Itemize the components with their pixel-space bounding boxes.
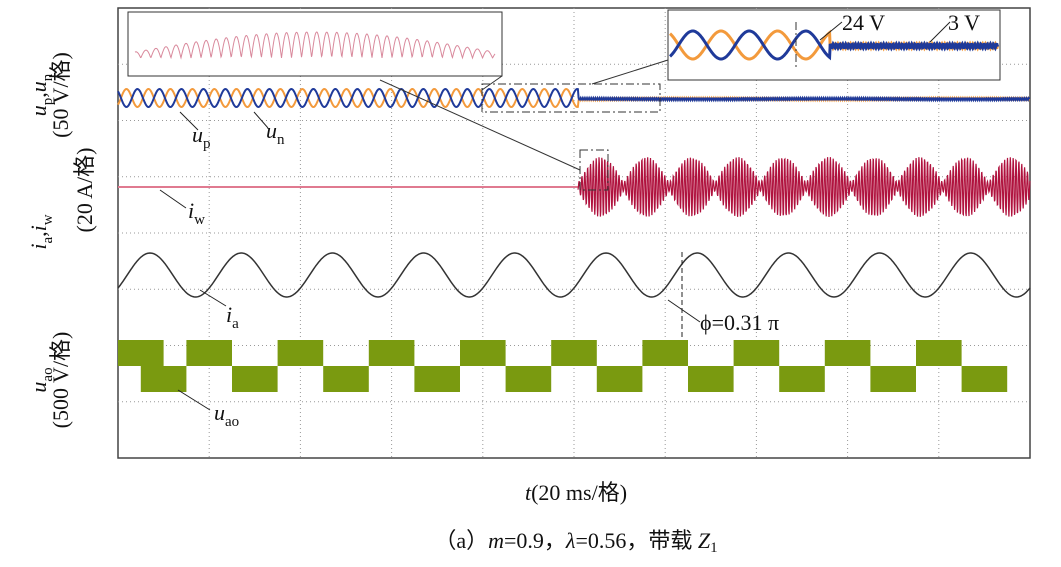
waveforms <box>117 9 1031 392</box>
uao-segment <box>505 366 552 392</box>
annotation-leaders <box>667 21 951 323</box>
panel-1-scale: (50 V/格) <box>48 52 73 138</box>
uao-segment <box>232 366 278 392</box>
uao-segment <box>551 340 597 366</box>
uao-segment <box>961 366 1008 392</box>
uao-segment <box>186 340 232 366</box>
annotation: ϕ=0.31 π <box>700 310 779 335</box>
panel-2-symbols: ia,iw <box>26 214 56 249</box>
uao-segment <box>277 340 324 366</box>
inset-left <box>127 11 503 77</box>
uao-segment <box>596 366 643 392</box>
uao-segment <box>733 340 780 366</box>
uao-segment <box>870 366 916 392</box>
signal-label: ia <box>226 302 239 332</box>
uao-segment <box>118 340 164 366</box>
caption: （a）m=0.9，λ=0.56，带载 Z1 <box>434 528 717 556</box>
signal-label: un <box>266 118 285 148</box>
uao-segment <box>323 366 369 392</box>
label-leaders <box>159 111 269 411</box>
uao-segment <box>460 340 506 366</box>
inset-right-blue <box>669 29 1000 61</box>
signal-label: iw <box>188 198 205 228</box>
uao-segment <box>688 366 734 392</box>
panel-2-scale: (20 A/格) <box>72 148 97 233</box>
ia-wave <box>117 252 1031 298</box>
uao-segment <box>140 366 187 392</box>
uao-segment <box>779 366 825 392</box>
un-wave <box>117 87 1031 109</box>
panel-3-scale: (500 V/格) <box>48 332 73 429</box>
iw-wave <box>577 157 1031 218</box>
panel-1-symbols: up,un <box>26 73 56 116</box>
inset-left-wave <box>134 31 496 60</box>
uao-segment <box>642 340 688 366</box>
annotation: 24 V <box>842 10 885 35</box>
signal-label: up <box>192 122 211 152</box>
signal-label: uao <box>214 400 239 430</box>
uao-segment <box>824 340 871 366</box>
uao-segment <box>916 340 962 366</box>
zoom-lines <box>379 59 669 171</box>
panel-3-symbols: uao <box>26 367 56 392</box>
x-axis-label: t(20 ms/格) <box>525 480 627 505</box>
zoom-markers <box>481 22 797 191</box>
uao-segment <box>414 366 460 392</box>
annotation: 3 V <box>948 10 980 35</box>
uao-segment <box>368 340 415 366</box>
